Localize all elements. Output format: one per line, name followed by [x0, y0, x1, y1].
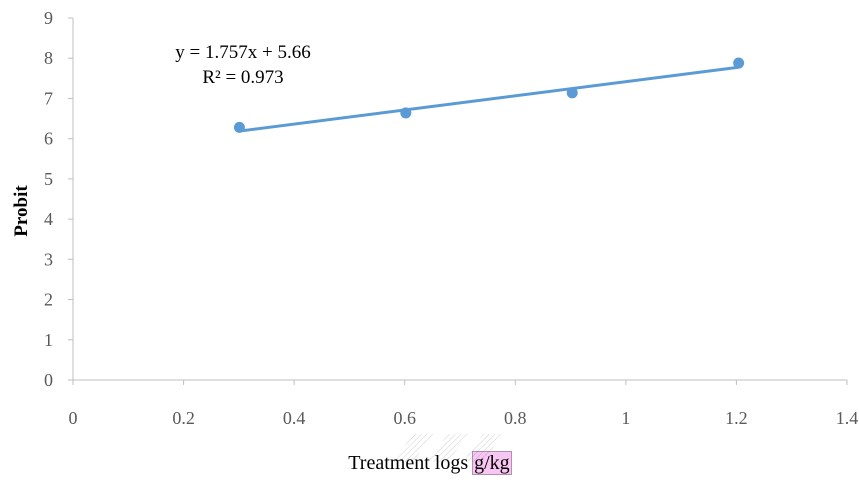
y-tick-label: 7	[44, 88, 53, 108]
data-point	[733, 57, 745, 69]
x-axis-title: Treatment logs g/kg	[0, 451, 859, 475]
data-point	[233, 121, 245, 133]
x-tick-label: 1.4	[836, 408, 859, 428]
trendline-r-squared: R² = 0.973	[202, 67, 283, 88]
y-tick-label: 6	[44, 129, 53, 149]
trendline	[237, 65, 741, 133]
y-tick-label: 4	[44, 209, 53, 229]
y-tick-label: 8	[44, 48, 53, 68]
x-tick-label: 0.8	[504, 408, 527, 428]
y-axis-title: Probit	[11, 185, 32, 237]
y-tick-label: 3	[44, 249, 53, 269]
x-tick-label: 0	[69, 408, 78, 428]
y-tick-label: 5	[44, 169, 53, 189]
x-axis-unit-highlight: g/kg	[472, 451, 512, 475]
data-point	[566, 87, 578, 99]
y-tick-label: 9	[44, 8, 53, 28]
data-points	[233, 57, 745, 133]
y-tick-label: 2	[44, 290, 53, 310]
trendline-equation: y = 1.757x + 5.66	[175, 42, 310, 63]
trendline-group	[237, 65, 741, 133]
y-tick-label: 1	[44, 330, 53, 350]
x-axis-title-text: Treatment logs	[348, 452, 469, 474]
x-tick-label: 0.2	[172, 408, 195, 428]
y-axis: 0 1 2 3 4 5 6 7 8 9	[44, 8, 74, 390]
x-axis: 0 0.2 0.4 0.6 0.8 1 1.2 1.4	[69, 379, 859, 428]
x-tick-label: 0.4	[283, 408, 306, 428]
x-tick-label: 1	[621, 408, 630, 428]
data-point	[400, 107, 412, 119]
y-tick-label: 0	[44, 370, 53, 390]
x-tick-label: 1.2	[725, 408, 748, 428]
x-tick-label: 0.6	[393, 408, 416, 428]
